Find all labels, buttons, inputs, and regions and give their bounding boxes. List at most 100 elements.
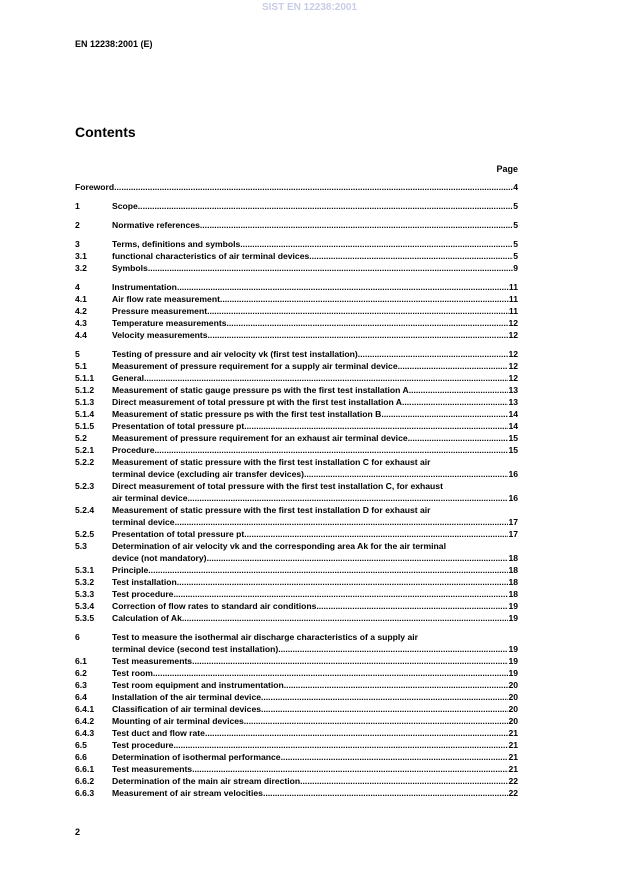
page-ref: 12: [508, 330, 518, 340]
section-title: Test duct and flow rate: [112, 728, 205, 738]
page-ref: 19: [508, 668, 518, 678]
leader: [281, 751, 509, 763]
entry-line: terminal device (second test installatio…: [112, 643, 518, 655]
section-number: 4.3: [75, 318, 87, 328]
entry-line: Measurement of pressure requirement for …: [112, 360, 518, 372]
leader: [263, 787, 509, 799]
entry-line: General 12: [112, 372, 518, 384]
section-title: terminal device (excluding air transfer …: [112, 469, 305, 479]
toc-entry: 5.3.5 Calculation of Ak 19: [75, 612, 518, 624]
toc-entry: 3 Terms, definitions and symbols 5: [75, 238, 518, 250]
leader: [200, 219, 513, 231]
section-title: Test measurements: [112, 764, 193, 774]
section-title: Mounting of air terminal devices: [112, 716, 244, 726]
page-ref: 13: [508, 385, 518, 395]
section-number: 3.2: [75, 263, 87, 273]
section-number: 5.1.5: [75, 421, 95, 431]
entry-line: Test measurements 19: [112, 655, 518, 667]
toc-entry: 5.2.1 Procedure 15: [75, 444, 518, 456]
page-ref: 18: [508, 589, 518, 599]
page-ref: 5: [513, 239, 518, 249]
page-ref: 21: [508, 764, 518, 774]
page-ref: 11: [508, 282, 518, 292]
leader: [284, 679, 509, 691]
section-number: 5.3.3: [75, 589, 95, 599]
toc-entry: 5.1.2 Measurement of static gauge pressur…: [75, 384, 518, 396]
leader: [381, 408, 508, 420]
toc-entry: 6.6 Determination of isothermal performan…: [75, 751, 518, 763]
page-ref: 15: [508, 433, 518, 443]
page-ref: 20: [508, 680, 518, 690]
entry-line: Determination of isothermal performance 2…: [112, 751, 518, 763]
section-title: Presentation of total pressure pt: [112, 529, 245, 539]
contents-title: Contents: [75, 124, 136, 140]
entry-line: Presentation of total pressure pt 14: [112, 420, 518, 432]
entry-line: Pressure measurement 11: [112, 305, 518, 317]
page-ref: 4: [513, 182, 518, 192]
section-number: 4: [75, 282, 80, 292]
entry-line: Scope 5: [112, 200, 518, 212]
section-number: 6.6: [75, 752, 87, 762]
page-ref: 17: [508, 529, 518, 539]
section-number: 6.2: [75, 668, 87, 678]
page-ref: 5: [513, 201, 518, 211]
leader: [187, 492, 508, 504]
page-ref: 17: [508, 517, 518, 527]
section-number: 4.2: [75, 306, 87, 316]
section-title: Test procedure: [112, 589, 174, 599]
entry-line: Foreword 4: [75, 181, 518, 193]
section-number: 5.2.4: [75, 505, 95, 515]
toc-entry: 5.2.4 Measurement of static pressure with…: [75, 504, 518, 528]
section-title: Temperature measurements: [112, 318, 227, 328]
section-title: Measurement of static pressure ps with t…: [112, 409, 382, 419]
entry-line: Calculation of Ak 19: [112, 612, 518, 624]
toc-entry: 5.2 Measurement of pressure requirement f…: [75, 432, 518, 444]
entry-line: Test room 19: [112, 667, 518, 679]
section-title: Measurement of static gauge pressure ps …: [112, 385, 409, 395]
section-number: 6.4.2: [75, 716, 95, 726]
entry-line: Measurement of static pressure with the …: [112, 456, 518, 468]
entry-line: Correction of flow rates to standard air…: [112, 600, 518, 612]
entry-line: Procedure 15: [112, 444, 518, 456]
leader: [208, 329, 509, 341]
watermark: SIST EN 12238:2001: [261, 2, 358, 13]
page-ref: 12: [508, 318, 518, 328]
entry-line: Temperature measurements 12: [112, 317, 518, 329]
leader: [114, 181, 513, 193]
entry-line: terminal device 17: [112, 516, 518, 528]
section-title: terminal device: [112, 517, 175, 527]
section-number: 6.6.2: [75, 776, 95, 786]
section-title: functional characteristics of air termin…: [112, 251, 310, 261]
leader: [173, 588, 508, 600]
toc-entry: Foreword 4: [75, 181, 518, 193]
entry-line: Symbols 9: [112, 262, 518, 274]
toc-entry: 1 Scope 5: [75, 200, 518, 212]
toc-entry: 4.3 Temperature measurements 12: [75, 317, 518, 329]
toc-entry: 6.3 Test room equipment and instrumentati…: [75, 679, 518, 691]
section-title: Direct measurement of total pressure pt …: [112, 397, 403, 407]
leader: [240, 238, 513, 250]
page-ref: 5: [513, 220, 518, 230]
section-title: General: [112, 373, 145, 383]
page-ref: 20: [508, 704, 518, 714]
toc-entry: 5.1 Measurement of pressure requirement f…: [75, 360, 518, 372]
leader: [138, 200, 513, 212]
toc-entry: 4.4 Velocity measurements 12: [75, 329, 518, 341]
leader: [205, 727, 508, 739]
section-number: 2: [75, 220, 80, 230]
entry-line: Determination of air velocity vk and the…: [112, 540, 518, 552]
section-number: 6: [75, 632, 80, 642]
entry-line: Test procedure 18: [112, 588, 518, 600]
entry-line: Test measurements 21: [112, 763, 518, 775]
section-number: 5.2: [75, 433, 87, 443]
page-ref: 12: [508, 361, 518, 371]
section-title: Pressure measurement: [112, 306, 208, 316]
entry-line: Presentation of total pressure pt 17: [112, 528, 518, 540]
page-ref: 21: [508, 740, 518, 750]
leader: [148, 262, 513, 274]
section-number: 3: [75, 239, 80, 249]
section-title: Test installation: [112, 577, 177, 587]
section-number: 5.3.1: [75, 565, 95, 575]
entry-line: terminal device (excluding air transfer …: [112, 468, 518, 480]
